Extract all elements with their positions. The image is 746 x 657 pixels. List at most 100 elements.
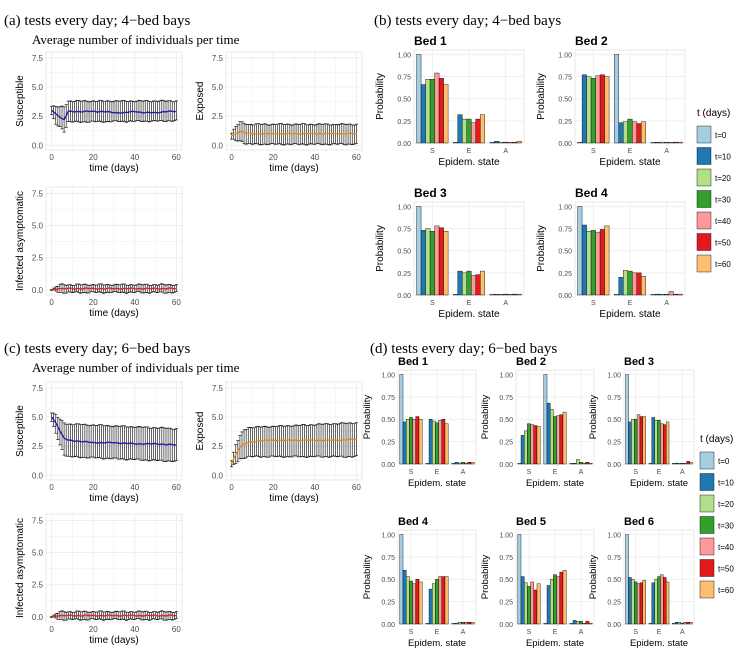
a-infected-mean-line — [51, 287, 177, 291]
b-bed-3-bar-E-t=30 — [466, 270, 472, 296]
b-bed-1-xtick: A — [503, 148, 508, 155]
d-bed-5-bar-E-t=10 — [546, 585, 551, 625]
b-bed-2-bar-E-t=30 — [627, 118, 633, 144]
b-bed-1-bar-A-t=50 — [512, 141, 518, 144]
a-susceptible-xtick: 40 — [130, 153, 139, 162]
c-infected-ylabel: Infected asymptomatic — [15, 518, 26, 618]
d-bed-6-bar-S-t=0 — [625, 534, 629, 625]
d-bed-6-bar-A-t=60 — [689, 622, 693, 625]
b-bed-4-bar-E-t=10 — [618, 277, 624, 296]
b-bed-1-bar-A-t=10 — [494, 141, 500, 144]
d-bed-2-bar-E-t=0 — [543, 374, 548, 465]
b-bed-3-xtick: S — [430, 300, 435, 307]
a-exposed-xtick: 60 — [352, 153, 361, 162]
d-bed-6-ytick: 1.00 — [607, 532, 621, 539]
d-bed-6-bar-S-t=60 — [642, 579, 646, 625]
d-bed-2-ytick: 0.75 — [499, 395, 513, 402]
d-bed-2-bar-A-t=0 — [569, 463, 574, 465]
d-bed-1-bar-S-t=30 — [409, 417, 413, 465]
c-exposed-ylabel: Exposed — [195, 412, 206, 451]
b-bed-4-ytick: 0.25 — [558, 271, 572, 278]
b-bed-4-bar-A-t=40 — [668, 291, 674, 296]
b-bed-1-bar-S-t=10 — [420, 84, 426, 144]
d-bed-3-bar-E-t=50 — [663, 424, 667, 465]
d-legend-label: t=0 — [718, 457, 730, 466]
d-bed-5-bar-E-t=60 — [562, 570, 567, 625]
a-infected-ytick: 7.5 — [32, 189, 44, 198]
d-bed-4-bar-A-t=30 — [461, 622, 465, 625]
d-bed-6-bar-A-t=10 — [674, 622, 679, 625]
d-legend-swatch-t=30 — [699, 516, 715, 534]
b-bed-2-bar-S-t=20 — [586, 76, 592, 144]
a-infected-xtick: 40 — [130, 298, 139, 307]
b-bed-3-bar-A-t=10 — [494, 294, 500, 296]
d-bed-1-bar-S-t=60 — [418, 419, 423, 465]
b-bed-4-ytick: 0.75 — [558, 227, 572, 234]
panel-c-title: (c) tests every day; 6−bed bays — [4, 341, 190, 357]
b-bed-4-ytick: 1.00 — [558, 204, 572, 211]
d-bed-1-bar-A-t=10 — [454, 462, 459, 465]
b-bed-3-bar-E-t=60 — [480, 270, 485, 296]
b-bed-3-bar-A-t=40 — [507, 294, 513, 296]
b-legend-label: t=20 — [715, 174, 731, 183]
d-bed-4-bed-title: Bed 4 — [398, 516, 429, 528]
b-legend-swatch-t=50 — [696, 233, 712, 251]
b-bed-3-xtick: E — [467, 300, 472, 307]
a-exposed-xtick: 40 — [310, 153, 319, 162]
b-bed-1-bar-E-t=30 — [466, 118, 472, 144]
c-susceptible-ytick: 0.0 — [32, 471, 44, 480]
d-bed-4-bar-S-t=60 — [418, 581, 423, 625]
b-bed-3-bar-S-t=10 — [420, 230, 426, 296]
d-bed-5-bar-E-t=0 — [543, 623, 548, 625]
d-bed-4-ytick: 0.25 — [381, 600, 395, 607]
d-bed-5-bar-S-t=60 — [536, 583, 541, 625]
b-bed-4-bar-S-t=0 — [577, 206, 583, 296]
b-bed-1-xlabel: Epidem. state — [438, 157, 500, 168]
b-bed-1-ytick: 0.00 — [397, 141, 411, 148]
d-bed-4-xtick: A — [461, 629, 466, 636]
d-bed-3-bar-A-t=30 — [680, 463, 684, 465]
b-bed-2-bar-S-t=50 — [599, 74, 605, 144]
a-exposed-mean-line — [231, 130, 357, 137]
d-bed-5-bar-E-t=20 — [550, 579, 554, 625]
d-legend-label: t=10 — [718, 479, 734, 488]
d-bed-3-bar-S-t=10 — [628, 421, 632, 465]
d-bed-6-xtick: E — [657, 629, 662, 636]
a-susceptible-mean-line — [51, 109, 177, 121]
d-bed-1-bar-A-t=30 — [461, 462, 465, 465]
b-bed-1-bar-E-t=50 — [475, 118, 481, 144]
b-bed-1-ytick: 0.75 — [397, 75, 411, 82]
d-bed-2-bar-E-t=20 — [550, 409, 554, 465]
d-bed-5-bar-E-t=30 — [553, 574, 557, 625]
b-bed-4-bar-A-t=10 — [655, 293, 661, 296]
b-legend-swatch-t=60 — [696, 254, 712, 273]
d-bed-2-bar-A-t=20 — [576, 459, 580, 465]
d-bed-1-xtick: S — [409, 469, 414, 476]
a-susceptible-xtick: 60 — [172, 153, 181, 162]
c-infected-xlabel: time (days) — [89, 635, 138, 646]
d-bed-5-bar-A-t=50 — [585, 621, 590, 625]
d-bed-3-bar-E-t=40 — [660, 423, 664, 465]
d-bed-3-xtick: S — [633, 469, 638, 476]
b-bed-4-ytick: 0.00 — [558, 293, 572, 300]
d-bed-1-ytick: 0.75 — [381, 395, 395, 402]
b-bed-1-bar-S-t=40 — [434, 72, 440, 144]
b-bed-1-bar-A-t=0 — [489, 141, 495, 144]
b-bed-2-ytick: 1.00 — [558, 52, 572, 59]
d-bed-4-bar-A-t=60 — [470, 622, 475, 625]
a-exposed-xtick: 0 — [229, 153, 234, 162]
d-bed-4-bar-E-t=30 — [435, 579, 439, 625]
d-legend-title: t (days) — [700, 434, 733, 445]
d-bed-6-ylabel: Probability — [588, 555, 599, 600]
d-bed-3-ylabel: Probability — [588, 395, 599, 440]
d-bed-4-ytick: 0.00 — [381, 622, 395, 629]
a-infected-xlabel: time (days) — [89, 308, 138, 319]
b-bed-2-bar-E-t=0 — [614, 54, 619, 144]
c-infected-ytick: 2.5 — [32, 581, 44, 590]
d-bed-2-bar-E-t=10 — [546, 402, 551, 465]
d-bed-4-bar-A-t=10 — [454, 622, 459, 625]
b-legend-swatch-t=40 — [696, 211, 712, 230]
b-bed-3-ytick: 0.25 — [397, 271, 411, 278]
d-bed-5-bar-A-t=40 — [582, 623, 586, 625]
d-bed-6-bed-title: Bed 6 — [624, 516, 654, 528]
